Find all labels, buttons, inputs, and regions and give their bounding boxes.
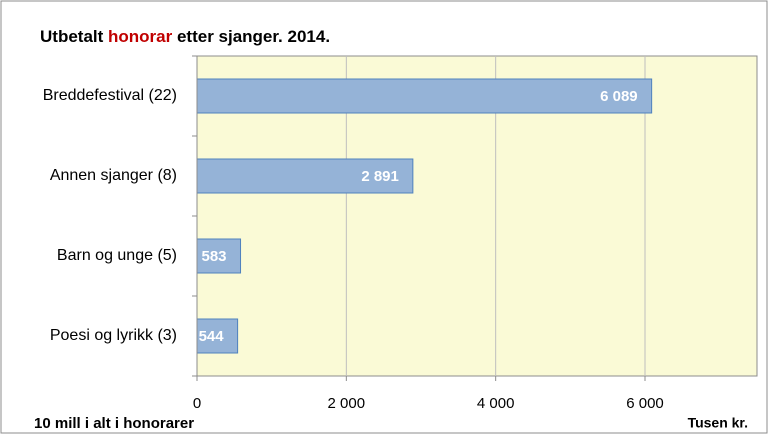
footnote: 10 mill i alt i honorarer (34, 415, 194, 432)
x-tick-label: 2 000 (328, 395, 366, 412)
x-tick-label: 0 (193, 395, 201, 412)
data-label: 2 891 (361, 168, 399, 185)
chart-title: Utbetalt honorar etter sjanger. 2014. (40, 27, 330, 46)
bar (196, 238, 242, 274)
x-tick-label: 6 000 (626, 395, 664, 412)
y-tick-label: Barn og unge (5) (57, 247, 177, 264)
title-part: Utbetalt (40, 27, 108, 46)
bar (196, 78, 653, 114)
y-tick-label: Poesi og lyrikk (3) (50, 327, 177, 344)
title-part: honorar (108, 27, 173, 46)
x-tick-label: 4 000 (477, 395, 515, 412)
y-tick-label: Annen sjanger (8) (50, 167, 177, 184)
data-label: 544 (199, 328, 225, 345)
data-label: 583 (201, 248, 226, 265)
x-axis-label: Tusen kr. (688, 415, 748, 431)
data-label: 6 089 (600, 88, 638, 105)
bar (196, 158, 414, 194)
title-part: etter sjanger. 2014. (172, 27, 330, 46)
y-tick-label: Breddefestival (22) (43, 87, 177, 104)
bar (196, 318, 239, 354)
